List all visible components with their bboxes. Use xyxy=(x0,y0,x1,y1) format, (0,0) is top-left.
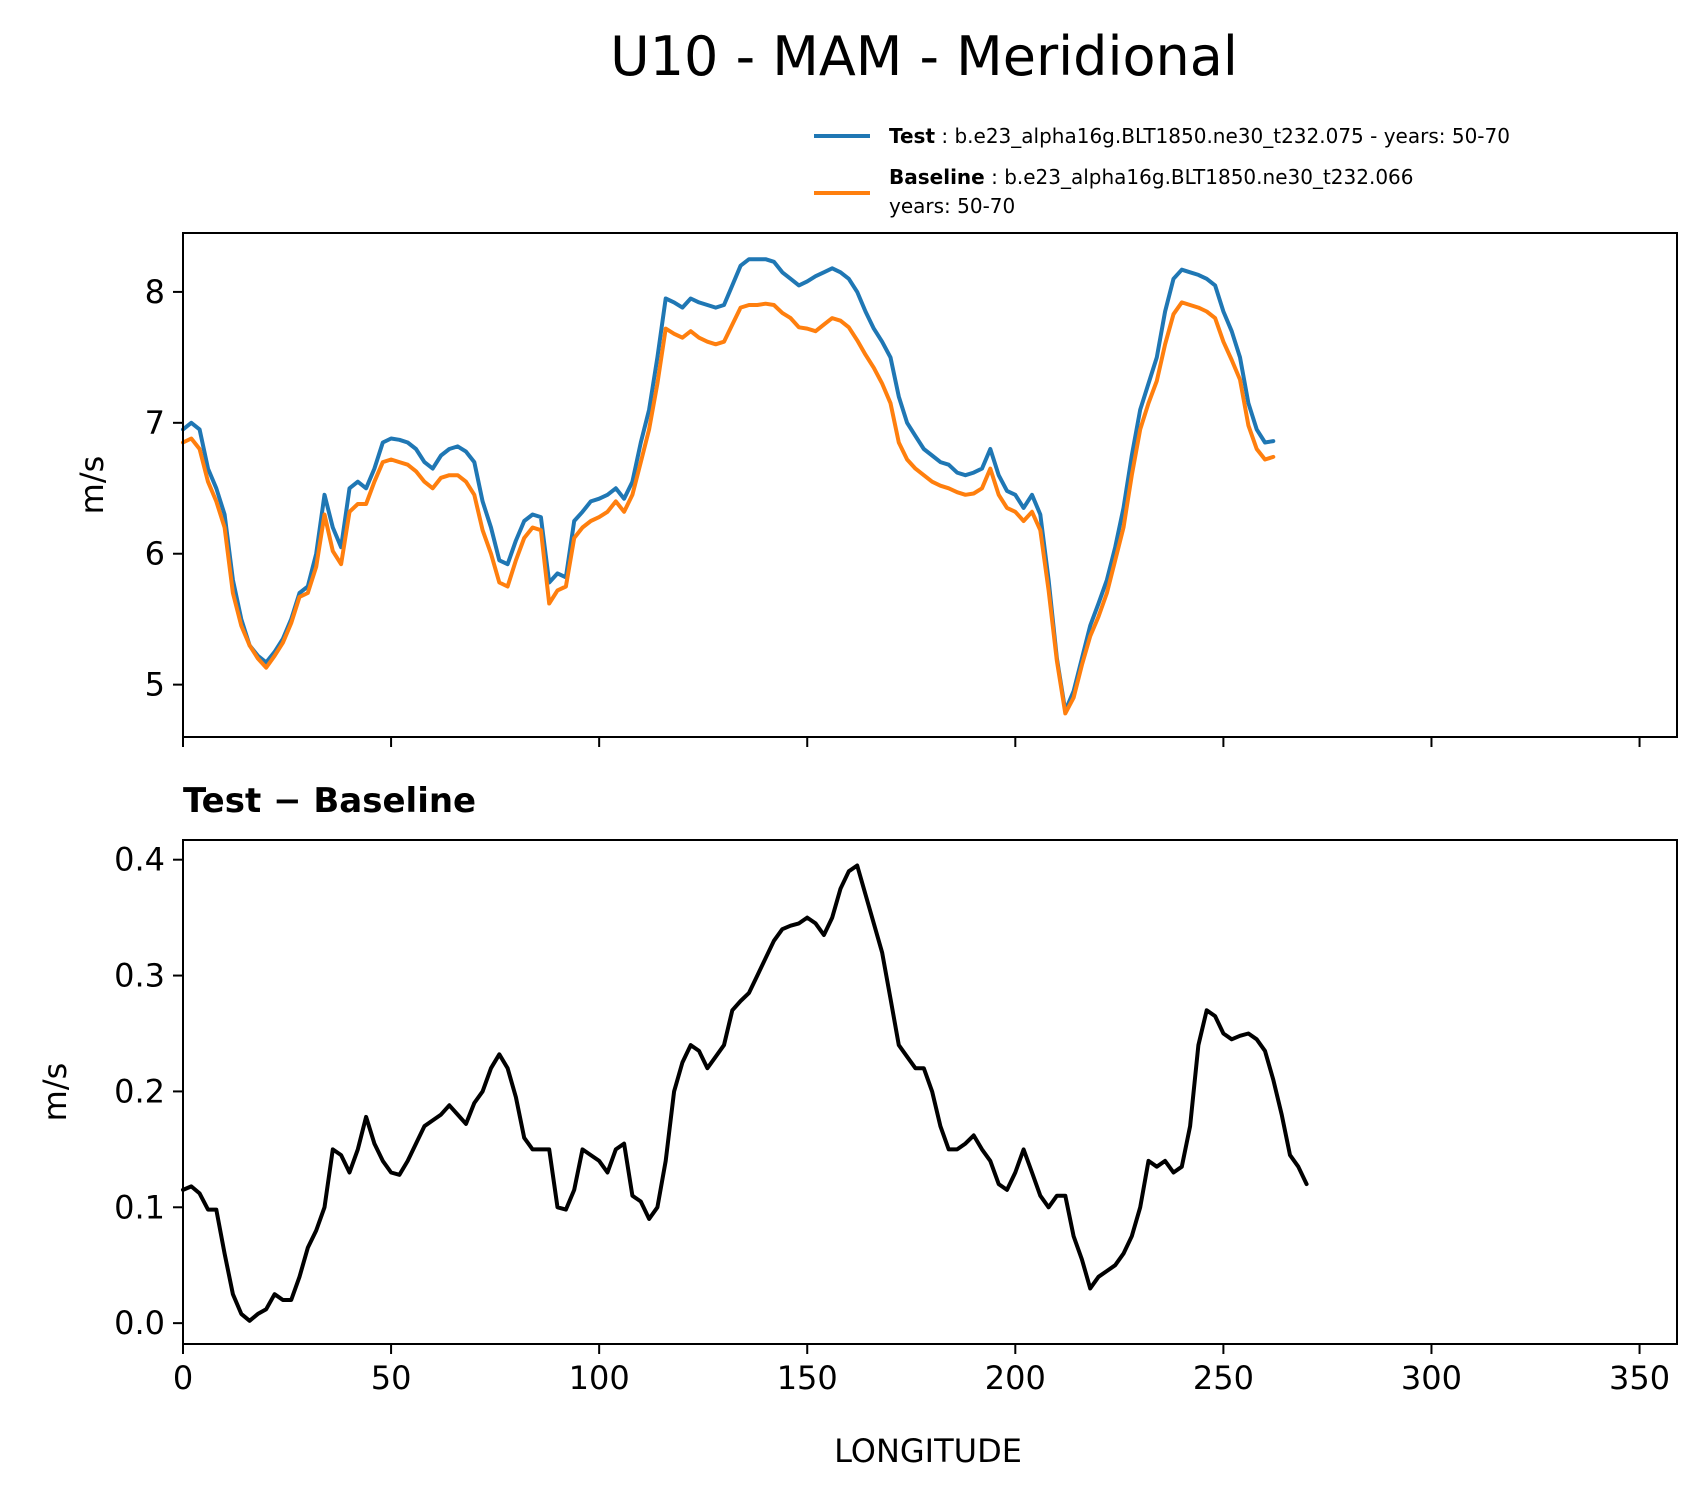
x-tick-label: 200 xyxy=(985,1359,1046,1397)
difference-panel-title: Test − Baseline xyxy=(183,781,476,821)
y-tick-label: 0.0 xyxy=(114,1304,165,1342)
y-axis-label-bottom: m/s xyxy=(36,1063,74,1122)
x-tick-label: 100 xyxy=(569,1359,630,1397)
x-tick-label: 150 xyxy=(777,1359,838,1397)
panel-difference: 0 50 100 150 200 250 300 350 0.0 0.1 0.2 0.3 0.4 m/s xyxy=(36,839,1678,1397)
y-tick-label: 6 xyxy=(145,535,165,573)
legend-label-baseline: Baseline : b.e23_alpha16g.BLT1850.ne30_t… xyxy=(889,165,1414,189)
y-tick-label: 0.2 xyxy=(114,1072,165,1110)
x-tick-label: 300 xyxy=(1401,1359,1462,1397)
plot-frame-bottom xyxy=(182,839,1678,1345)
series-line-baseline xyxy=(181,300,1276,716)
y-tick-label: 0.4 xyxy=(114,841,165,879)
y-tick-label: 8 xyxy=(145,273,165,311)
x-tick-label: 250 xyxy=(1193,1359,1254,1397)
series-line-test xyxy=(181,257,1276,713)
y-axis-label-top: m/s xyxy=(73,456,111,515)
y-tick-label: 0.3 xyxy=(114,957,165,995)
plot-frame-top xyxy=(182,232,1678,738)
legend-label-baseline-line2: years: 50-70 xyxy=(889,194,1015,218)
x-tick-label: 350 xyxy=(1609,1359,1670,1397)
y-tick-label: 0.1 xyxy=(114,1188,165,1226)
legend-label-test: Test : b.e23_alpha16g.BLT1850.ne30_t232.… xyxy=(889,124,1510,148)
panel-test-baseline: 5 6 7 8 m/s xyxy=(73,232,1678,747)
y-tick-label: 7 xyxy=(145,404,165,442)
x-tick-label: 0 xyxy=(173,1359,193,1397)
x-tick-label: 50 xyxy=(371,1359,412,1397)
x-axis-label: LONGITUDE xyxy=(834,1432,1022,1470)
legend: Test : b.e23_alpha16g.BLT1850.ne30_t232.… xyxy=(814,124,1510,218)
figure-title: U10 - MAM - Meridional xyxy=(610,25,1238,88)
y-tick-label: 5 xyxy=(145,666,165,704)
series-line-difference xyxy=(181,863,1309,1323)
